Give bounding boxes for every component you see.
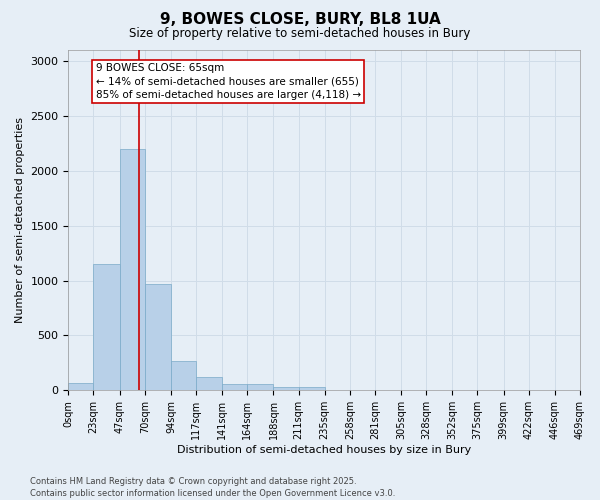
Bar [145, 284, 171, 391]
Bar [299, 387, 325, 390]
Bar [274, 387, 299, 390]
Text: Size of property relative to semi-detached houses in Bury: Size of property relative to semi-detach… [130, 28, 470, 40]
Bar [247, 384, 274, 390]
Bar [94, 264, 119, 390]
Text: 9 BOWES CLOSE: 65sqm
← 14% of semi-detached houses are smaller (655)
85% of semi: 9 BOWES CLOSE: 65sqm ← 14% of semi-detac… [95, 63, 361, 100]
Bar [119, 149, 145, 390]
Bar [222, 384, 247, 390]
Bar [171, 360, 196, 390]
Bar [196, 377, 222, 390]
Text: 9, BOWES CLOSE, BURY, BL8 1UA: 9, BOWES CLOSE, BURY, BL8 1UA [160, 12, 440, 28]
Text: Contains HM Land Registry data © Crown copyright and database right 2025.
Contai: Contains HM Land Registry data © Crown c… [30, 476, 395, 498]
X-axis label: Distribution of semi-detached houses by size in Bury: Distribution of semi-detached houses by … [177, 445, 472, 455]
Y-axis label: Number of semi-detached properties: Number of semi-detached properties [15, 117, 25, 323]
Bar [68, 382, 94, 390]
